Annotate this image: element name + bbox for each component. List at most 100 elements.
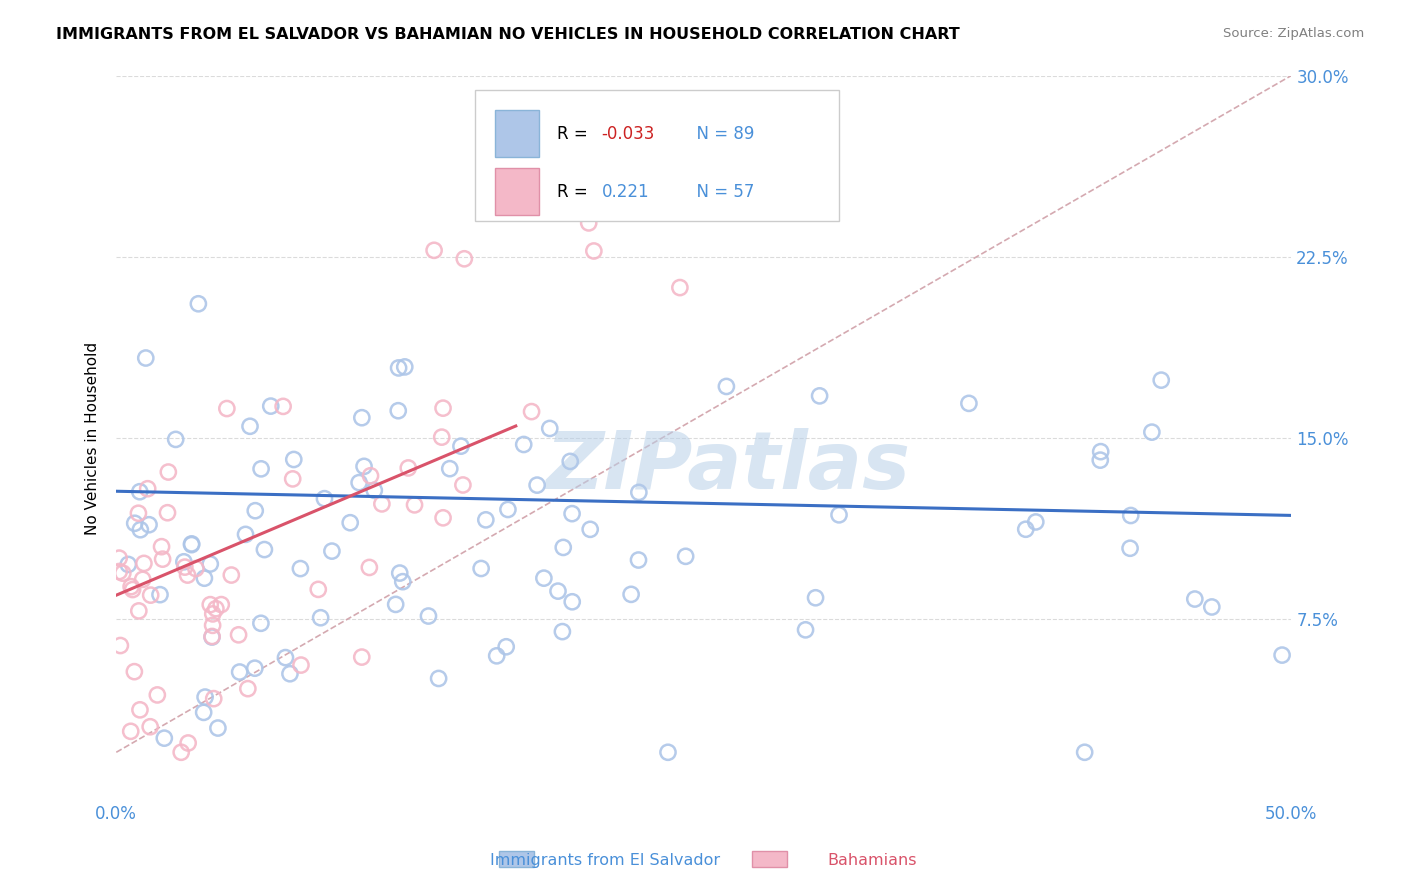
Point xyxy=(132,573,155,587)
Point xyxy=(957,396,980,410)
Point xyxy=(485,648,508,663)
Text: 0.221: 0.221 xyxy=(602,183,650,201)
Point xyxy=(180,537,202,551)
Point xyxy=(138,517,160,532)
Point xyxy=(193,706,215,720)
Point xyxy=(111,566,134,581)
Text: ZIPatlas: ZIPatlas xyxy=(544,428,910,506)
Point xyxy=(202,691,225,706)
Point xyxy=(209,598,232,612)
Point xyxy=(239,419,262,434)
Point xyxy=(1150,373,1173,387)
Point xyxy=(453,252,475,266)
Point xyxy=(180,538,202,552)
Point xyxy=(132,557,155,571)
Point xyxy=(271,400,294,414)
Point xyxy=(120,580,142,594)
FancyBboxPatch shape xyxy=(499,851,534,867)
Point xyxy=(129,703,152,717)
Point xyxy=(828,508,851,522)
Point xyxy=(1025,515,1047,529)
Point xyxy=(176,568,198,582)
Point xyxy=(547,584,569,599)
Point xyxy=(347,475,370,490)
Point xyxy=(228,665,250,679)
Point xyxy=(387,360,409,375)
Point xyxy=(561,507,583,521)
Text: Source: ZipAtlas.com: Source: ZipAtlas.com xyxy=(1223,27,1364,40)
Point xyxy=(339,516,361,530)
Point xyxy=(278,666,301,681)
Point xyxy=(121,582,143,597)
Point xyxy=(309,611,332,625)
Text: -0.033: -0.033 xyxy=(602,125,655,143)
Point xyxy=(139,588,162,602)
Point xyxy=(139,720,162,734)
Point xyxy=(221,568,243,582)
Point xyxy=(538,421,561,435)
Text: R =: R = xyxy=(557,125,593,143)
Point xyxy=(657,745,679,759)
Point xyxy=(794,623,817,637)
Point xyxy=(387,403,409,417)
FancyBboxPatch shape xyxy=(475,90,839,220)
Point xyxy=(307,582,329,597)
Point xyxy=(201,630,224,644)
Point xyxy=(274,650,297,665)
Point xyxy=(669,280,692,294)
Point xyxy=(427,672,450,686)
Point xyxy=(201,630,224,644)
Point xyxy=(423,244,446,258)
Point xyxy=(495,640,517,654)
Point xyxy=(127,506,149,520)
Point xyxy=(808,389,831,403)
Point xyxy=(551,624,574,639)
Point xyxy=(360,468,382,483)
Point xyxy=(404,498,426,512)
Point xyxy=(627,553,650,567)
Point xyxy=(201,607,224,621)
Point xyxy=(384,598,406,612)
Point xyxy=(150,540,173,554)
Point xyxy=(520,404,543,418)
Point xyxy=(675,549,697,564)
Point xyxy=(193,571,215,585)
Point xyxy=(439,461,461,475)
Text: Bahamians: Bahamians xyxy=(827,854,917,868)
Point xyxy=(430,430,453,444)
Point xyxy=(250,462,273,476)
Point xyxy=(153,731,176,746)
Point xyxy=(205,601,228,615)
Point xyxy=(124,516,146,531)
Point xyxy=(350,410,373,425)
Point xyxy=(201,618,224,632)
Point xyxy=(124,665,146,679)
Point xyxy=(496,502,519,516)
Point xyxy=(388,566,411,580)
Point xyxy=(1090,453,1112,467)
Point xyxy=(418,609,440,624)
Point xyxy=(250,616,273,631)
Point xyxy=(394,359,416,374)
Point xyxy=(207,721,229,735)
Point xyxy=(149,588,172,602)
Point xyxy=(146,688,169,702)
Point xyxy=(560,454,582,468)
Text: Immigrants from El Salvador: Immigrants from El Salvador xyxy=(489,854,720,868)
Y-axis label: No Vehicles in Household: No Vehicles in Household xyxy=(86,342,100,534)
Point xyxy=(363,483,385,498)
Point xyxy=(157,465,180,479)
Point xyxy=(245,504,267,518)
Point xyxy=(177,736,200,750)
Point xyxy=(1119,508,1142,523)
Point xyxy=(136,482,159,496)
Point xyxy=(432,511,454,525)
Point xyxy=(236,681,259,696)
Point xyxy=(371,497,394,511)
Point xyxy=(108,551,131,566)
Point xyxy=(314,491,336,506)
Point xyxy=(1119,541,1142,556)
Point xyxy=(432,401,454,416)
Point xyxy=(128,484,150,499)
Point xyxy=(533,571,555,585)
